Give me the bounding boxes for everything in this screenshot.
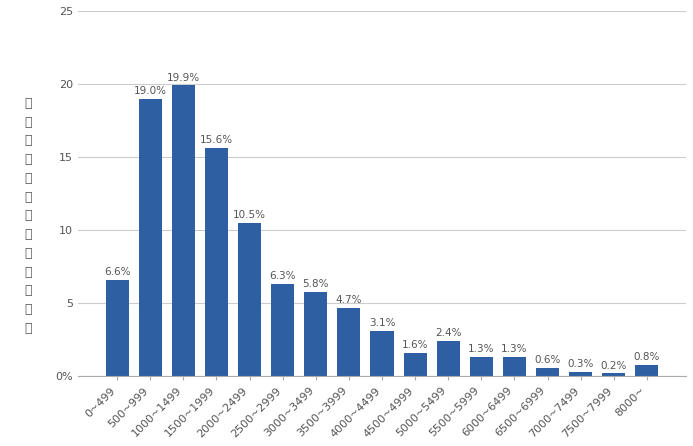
Text: 0.3%: 0.3%	[568, 359, 594, 369]
Text: に: に	[24, 172, 31, 185]
Bar	[337, 308, 360, 376]
Text: る: る	[24, 228, 31, 241]
Bar	[437, 341, 459, 376]
Text: 業: 業	[24, 153, 31, 166]
Bar	[371, 331, 394, 376]
Text: 3.1%: 3.1%	[369, 318, 395, 328]
Text: 合: 合	[24, 265, 31, 279]
Text: 割: 割	[24, 247, 31, 260]
Bar	[105, 280, 129, 376]
Text: ）: ）	[24, 322, 31, 335]
Bar	[569, 372, 593, 376]
Text: 企: 企	[24, 134, 31, 148]
Bar	[602, 373, 625, 376]
Text: 0.6%: 0.6%	[534, 355, 561, 365]
Bar	[139, 99, 162, 376]
Bar	[205, 149, 228, 376]
Bar	[238, 223, 261, 376]
Text: 19.0%: 19.0%	[134, 86, 167, 96]
Text: （: （	[24, 284, 31, 297]
Text: 2.4%: 2.4%	[435, 328, 462, 339]
Text: 6.6%: 6.6%	[104, 267, 130, 277]
Text: 調: 調	[24, 97, 31, 110]
Bar	[635, 365, 658, 376]
Text: 占: 占	[24, 190, 31, 204]
Bar	[304, 292, 327, 376]
Text: 4.7%: 4.7%	[335, 295, 362, 305]
Bar	[536, 368, 559, 376]
Text: 15.6%: 15.6%	[200, 136, 233, 145]
Bar	[271, 284, 295, 376]
Text: 1.3%: 1.3%	[501, 344, 527, 355]
Bar	[403, 353, 427, 376]
Text: 0.2%: 0.2%	[601, 360, 627, 371]
Text: 査: 査	[24, 116, 31, 129]
Bar	[470, 357, 493, 376]
Text: 5.8%: 5.8%	[303, 279, 329, 289]
Text: 1.3%: 1.3%	[468, 344, 495, 355]
Text: 0.8%: 0.8%	[633, 352, 660, 362]
Text: 19.9%: 19.9%	[167, 73, 200, 83]
Bar	[172, 86, 195, 376]
Text: 1.6%: 1.6%	[402, 340, 428, 350]
Text: 10.5%: 10.5%	[233, 210, 266, 220]
Bar	[503, 357, 526, 376]
Text: ％: ％	[24, 303, 31, 316]
Text: 6.3%: 6.3%	[270, 271, 296, 281]
Text: め: め	[24, 209, 31, 223]
